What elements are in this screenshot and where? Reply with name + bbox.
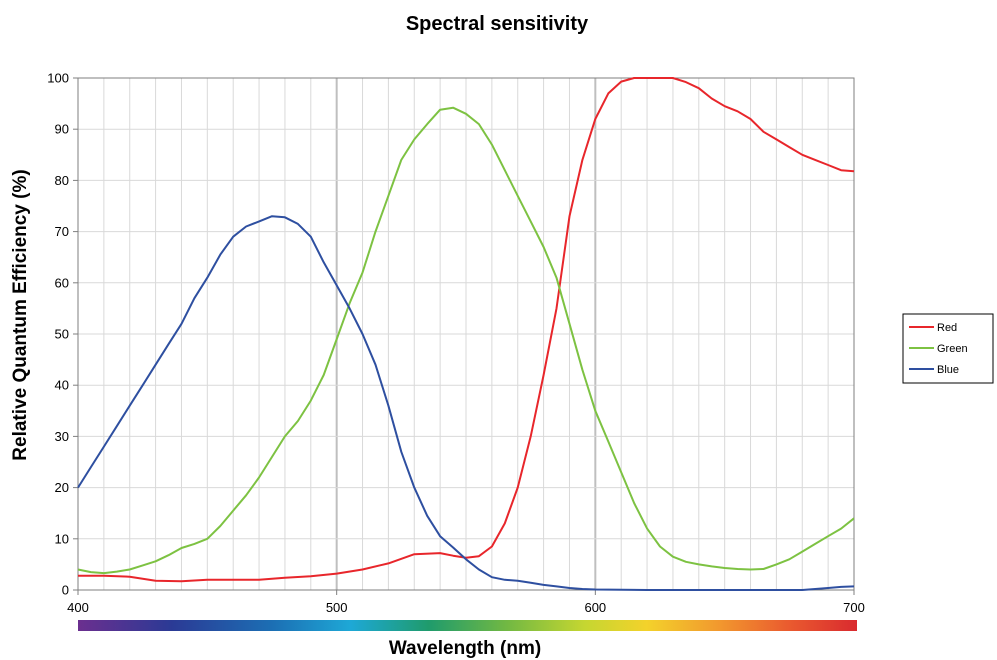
- y-tick-label: 40: [55, 378, 69, 393]
- x-axis-ticks: 400 500 600 700: [67, 590, 865, 615]
- chart-title: Spectral sensitivity: [406, 13, 589, 35]
- x-axis-label: Wavelength (nm): [389, 638, 541, 659]
- y-tick-label: 0: [62, 583, 69, 598]
- x-tick-label: 600: [584, 600, 606, 615]
- grid-lines: [78, 78, 854, 590]
- legend: Red Green Blue: [902, 313, 994, 384]
- legend-label-red: Red: [937, 322, 957, 334]
- y-tick-label: 10: [55, 531, 69, 546]
- y-tick-label: 20: [55, 480, 69, 495]
- y-tick-label: 70: [55, 224, 69, 239]
- series-line-blue: [77, 215, 854, 591]
- series-line-green: [77, 106, 854, 575]
- series-lines: [77, 77, 854, 591]
- y-tick-label: 50: [55, 327, 69, 342]
- series-line-red: [78, 77, 854, 583]
- y-tick-label: 30: [55, 429, 69, 444]
- y-tick-label: 100: [47, 71, 69, 86]
- y-axis-label: Relative Quantum Efficiency (%): [10, 169, 31, 460]
- x-tick-label: 700: [843, 600, 865, 615]
- spectrum-bar: [78, 620, 857, 631]
- x-tick-label: 500: [326, 600, 348, 615]
- y-axis-ticks: 0 10 20 30 40 50 60 70 80 90 100: [47, 71, 78, 598]
- legend-label-green: Green: [937, 343, 968, 355]
- legend-label-blue: Blue: [937, 364, 959, 376]
- y-tick-label: 80: [55, 173, 69, 188]
- y-tick-label: 90: [55, 122, 69, 137]
- x-tick-label: 400: [67, 600, 89, 615]
- y-tick-label: 60: [55, 275, 69, 290]
